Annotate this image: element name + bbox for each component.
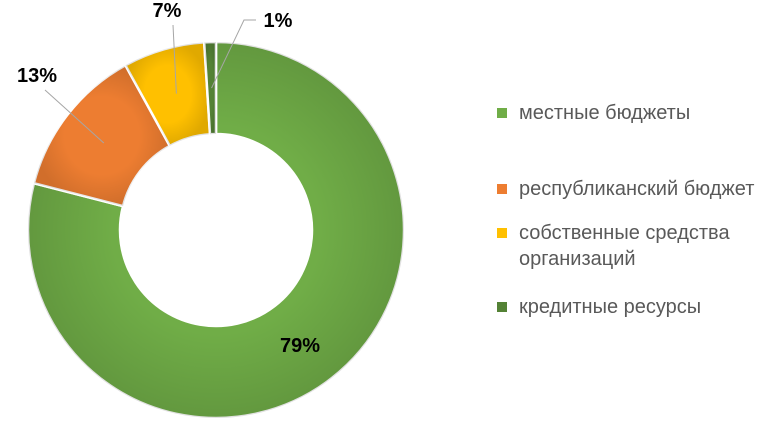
legend-swatch-icon [497, 228, 507, 238]
data-label: 7% [153, 0, 182, 22]
legend-label: местные бюджеты [519, 102, 691, 124]
legend-item: местные бюджеты [497, 100, 762, 126]
chart-legend: местные бюджеты республиканский бюджет с… [497, 100, 762, 320]
legend-swatch-icon [497, 108, 507, 118]
leader-line [172, 24, 177, 94]
legend-label: собственные средства организаций [519, 222, 730, 270]
data-label: 1% [264, 10, 293, 32]
legend-label: республиканский бюджет [519, 178, 755, 200]
data-label: 79% [280, 335, 320, 357]
legend-swatch-icon [497, 302, 507, 312]
legend-item: республиканский бюджет [497, 176, 762, 202]
data-label: 13% [17, 65, 57, 87]
legend-item: собственные средства организаций [497, 220, 762, 272]
legend-item: кредитные ресурсы [497, 294, 762, 320]
legend-swatch-icon [497, 184, 507, 194]
donut-slice-shade [204, 42, 216, 135]
leader-line [211, 19, 256, 89]
donut-slice-shade [28, 42, 405, 418]
leader-line [44, 89, 105, 144]
donut-slice-shade [125, 42, 210, 146]
legend-label: кредитные ресурсы [519, 296, 702, 318]
donut-slice-shade [33, 65, 170, 207]
